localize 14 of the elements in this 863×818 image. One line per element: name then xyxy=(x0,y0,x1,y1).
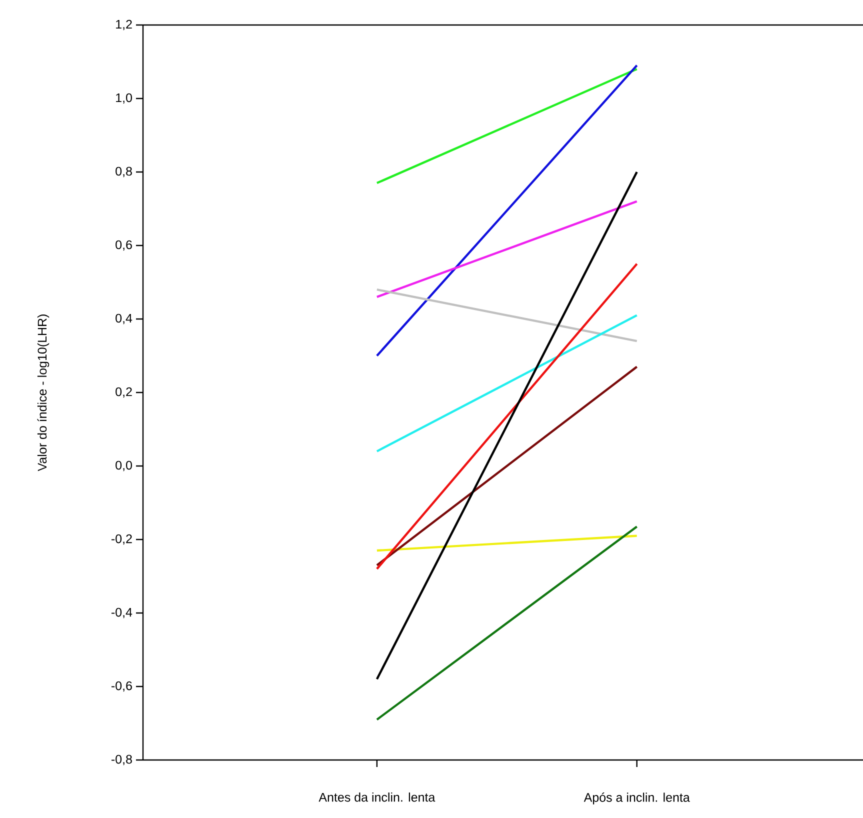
y-tick-label: 0,4 xyxy=(116,314,132,324)
y-tick-label: -0,6 xyxy=(112,681,132,692)
y-tick-label: 0,6 xyxy=(116,240,132,251)
x-tick-label: Antes da inclin. lenta xyxy=(318,792,436,802)
y-tick-label: 0,8 xyxy=(116,166,132,178)
y-tick-label: 0,2 xyxy=(116,387,132,398)
y-tick-label: -0,4 xyxy=(112,608,132,618)
x-tick-label: Após a inclin. lenta xyxy=(584,792,690,804)
y-axis-title: Valor do índice - log10(LHR) xyxy=(37,314,50,472)
y-tick-label: 0,0 xyxy=(116,460,132,472)
y-tick-label: -0,8 xyxy=(112,754,132,766)
y-tick-label: 1,2 xyxy=(116,20,132,30)
y-tick-label: -0,2 xyxy=(112,534,132,545)
y-tick-label: 1,0 xyxy=(116,93,132,104)
